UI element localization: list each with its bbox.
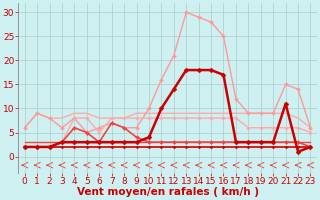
X-axis label: Vent moyen/en rafales ( km/h ): Vent moyen/en rafales ( km/h ) (76, 187, 259, 197)
